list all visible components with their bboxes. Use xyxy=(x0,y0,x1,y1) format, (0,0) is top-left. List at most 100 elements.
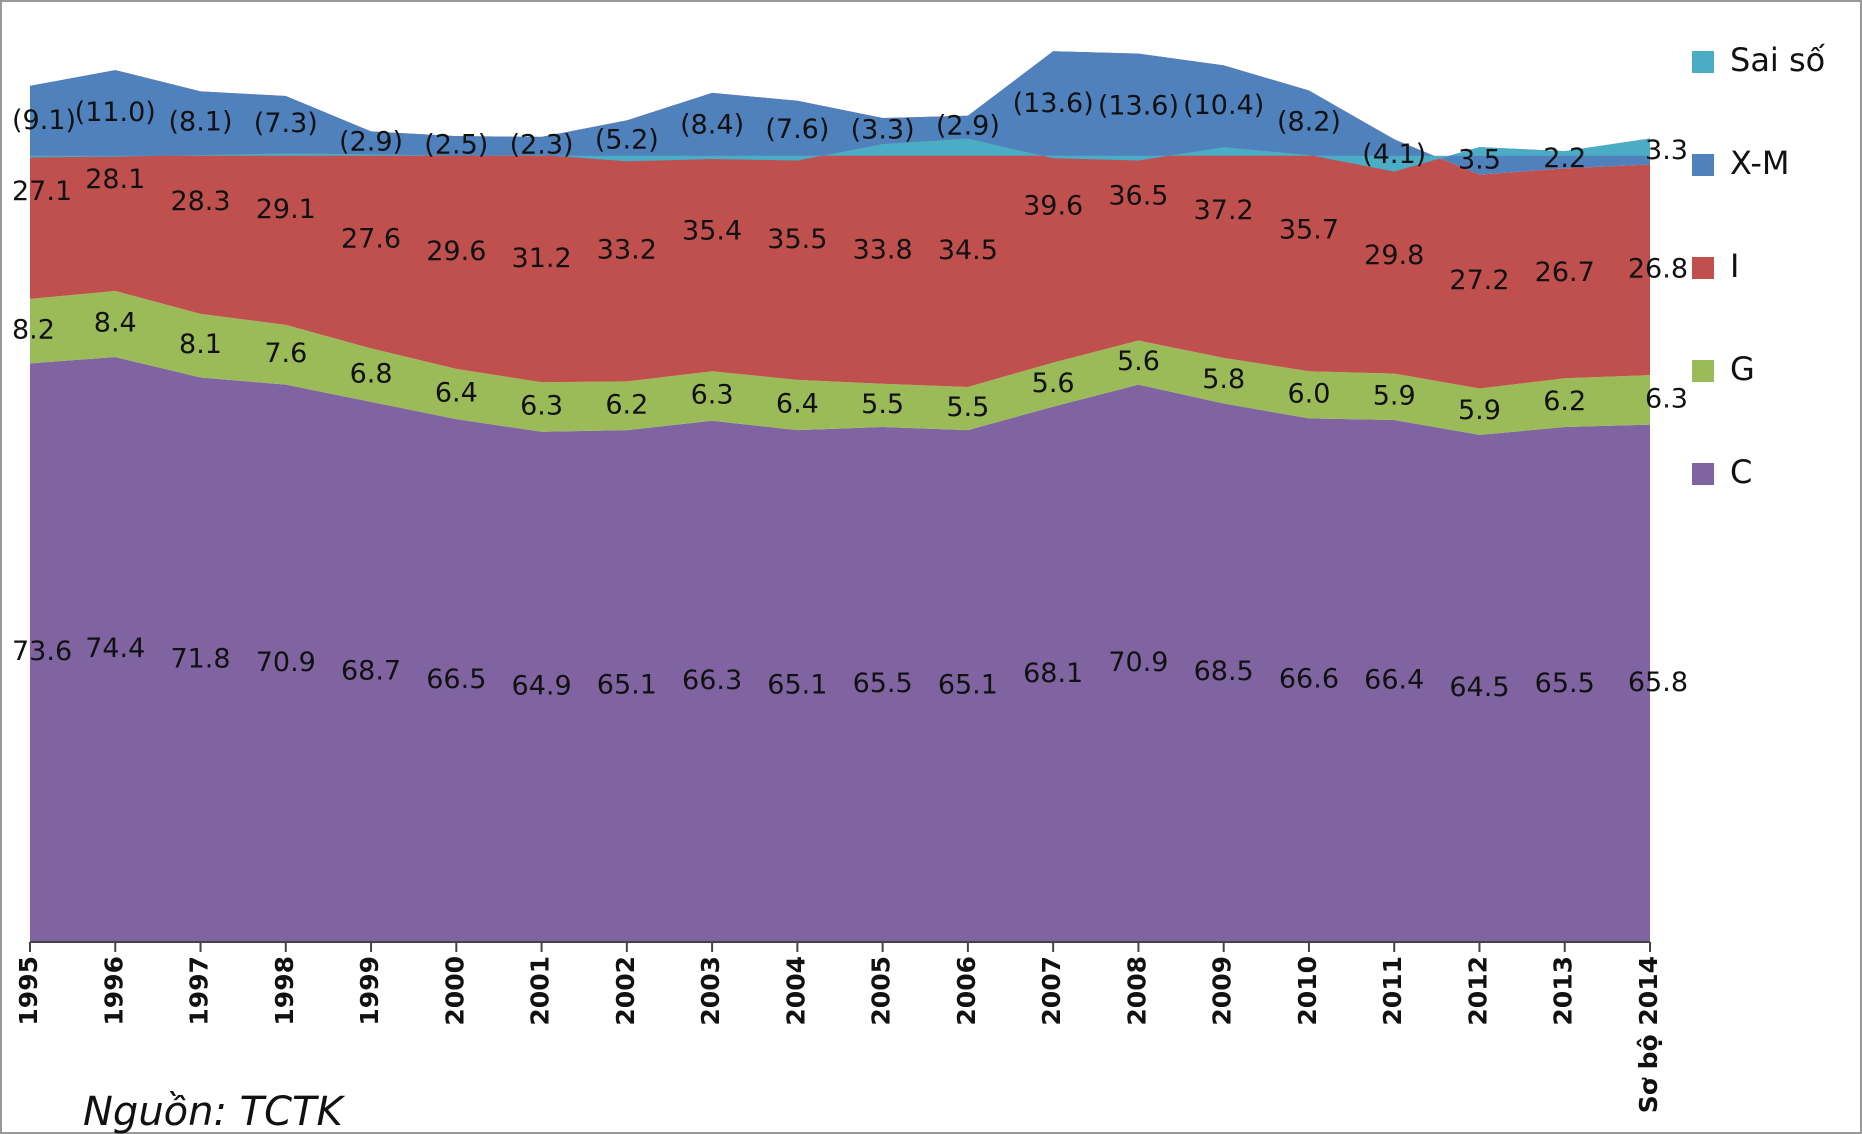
data-label: 8.2 xyxy=(12,315,55,346)
x-tick-label: 2006 xyxy=(952,956,981,1026)
area xyxy=(30,357,1650,942)
x-tick-label: 2005 xyxy=(867,956,896,1026)
data-label: 65.1 xyxy=(597,670,657,701)
data-label: 2.2 xyxy=(1543,143,1586,174)
data-label: 34.5 xyxy=(938,235,998,266)
data-label: (7.3) xyxy=(254,108,318,139)
source-note: Nguồn: TCTK xyxy=(83,1089,345,1134)
data-label: 6.3 xyxy=(1645,383,1688,414)
x-tick-label: 2003 xyxy=(696,956,725,1026)
data-label: 71.8 xyxy=(170,643,230,674)
data-label: 35.4 xyxy=(682,216,742,247)
data-label: 65.1 xyxy=(767,670,827,701)
data-label: (13.6) xyxy=(1098,91,1179,122)
data-label: 5.6 xyxy=(1117,346,1160,377)
data-label: 6.0 xyxy=(1287,378,1330,409)
x-tick-label: 2004 xyxy=(781,956,810,1026)
data-label: 73.6 xyxy=(12,636,72,667)
data-label: 27.6 xyxy=(341,223,401,254)
x-tick-label: 2010 xyxy=(1293,956,1322,1026)
data-label: 66.4 xyxy=(1364,664,1424,695)
data-label: (3.3) xyxy=(851,115,915,146)
data-label: (2.5) xyxy=(424,129,488,160)
data-label: 3.3 xyxy=(1645,135,1688,166)
area xyxy=(30,291,1650,435)
data-label: 66.3 xyxy=(682,665,742,696)
x-tick-label: 2002 xyxy=(611,956,640,1026)
data-label: 5.8 xyxy=(1202,364,1245,395)
data-label: 6.8 xyxy=(350,359,393,390)
x-tick-label: 1998 xyxy=(270,956,299,1026)
data-label: 64.5 xyxy=(1449,672,1509,703)
x-tick-label: 2011 xyxy=(1378,956,1407,1026)
data-label: 5.9 xyxy=(1373,380,1416,411)
x-tick-label: 2000 xyxy=(440,956,469,1026)
legend-label: C xyxy=(1730,453,1752,491)
data-label: (10.4) xyxy=(1183,90,1264,121)
data-label: 68.5 xyxy=(1194,656,1254,687)
data-label: 35.5 xyxy=(767,224,827,255)
data-label: 28.3 xyxy=(170,186,230,217)
data-label: 65.8 xyxy=(1628,667,1688,698)
data-label: 66.6 xyxy=(1279,664,1339,695)
data-label: 70.9 xyxy=(1108,647,1168,678)
x-tick-label: 1995 xyxy=(14,956,43,1026)
data-label: (5.2) xyxy=(595,124,659,155)
data-label: 64.9 xyxy=(512,670,572,701)
x-tick-label: 2001 xyxy=(526,956,555,1026)
data-label: (9.1) xyxy=(12,105,76,136)
data-label: 7.6 xyxy=(264,338,307,369)
legend-swatch xyxy=(1692,154,1714,176)
legend-swatch xyxy=(1692,360,1714,382)
data-label: (2.3) xyxy=(510,129,574,160)
legend-swatch xyxy=(1692,463,1714,485)
data-label: (13.6) xyxy=(1013,88,1094,119)
data-label: 29.6 xyxy=(426,236,486,267)
data-label: 6.2 xyxy=(1543,386,1586,417)
data-label: 28.1 xyxy=(85,164,145,195)
x-tick-label: 1997 xyxy=(185,956,214,1026)
legend-label: I xyxy=(1730,247,1739,285)
x-tick-label: 2009 xyxy=(1208,956,1237,1026)
data-label: 26.8 xyxy=(1628,253,1688,284)
data-label: 74.4 xyxy=(85,633,145,664)
data-label: (8.1) xyxy=(169,107,233,138)
x-tick-label: 1999 xyxy=(355,956,384,1026)
data-label: 33.8 xyxy=(853,234,913,265)
data-label: 6.2 xyxy=(605,389,648,420)
data-label: 6.3 xyxy=(691,379,734,410)
data-label: 5.5 xyxy=(946,392,989,423)
data-label: 27.1 xyxy=(12,176,72,207)
data-label: 68.7 xyxy=(341,655,401,686)
data-label: 5.9 xyxy=(1458,395,1501,426)
data-label: (11.0) xyxy=(75,97,156,128)
x-tick-label: 2008 xyxy=(1122,956,1151,1026)
data-label: 6.4 xyxy=(776,389,819,420)
x-tick-label: 1996 xyxy=(99,956,128,1026)
data-label: 33.2 xyxy=(597,234,657,265)
x-tick-label: 2012 xyxy=(1463,956,1492,1026)
data-label: (8.2) xyxy=(1277,106,1341,137)
data-label: 39.6 xyxy=(1023,190,1083,221)
legend-label: Sai số xyxy=(1730,41,1826,79)
data-label: 5.6 xyxy=(1032,368,1075,399)
legend-label: X-M xyxy=(1730,144,1789,182)
data-label: 65.5 xyxy=(1535,668,1595,699)
data-label: 27.2 xyxy=(1449,265,1509,296)
x-tick-label: 2013 xyxy=(1549,956,1578,1026)
data-label: (8.4) xyxy=(680,109,744,140)
data-label: 29.1 xyxy=(256,194,316,225)
data-label: 36.5 xyxy=(1108,181,1168,212)
data-label: 65.5 xyxy=(853,668,913,699)
data-label: 6.3 xyxy=(520,390,563,421)
x-tick-label: 2007 xyxy=(1037,956,1066,1026)
data-label: 5.5 xyxy=(861,389,904,420)
data-label: 68.1 xyxy=(1023,658,1083,689)
data-label: 8.1 xyxy=(179,329,222,360)
legend-label: G xyxy=(1730,350,1755,388)
data-label: 66.5 xyxy=(426,664,486,695)
area xyxy=(30,51,1650,175)
data-label: 37.2 xyxy=(1194,195,1254,226)
